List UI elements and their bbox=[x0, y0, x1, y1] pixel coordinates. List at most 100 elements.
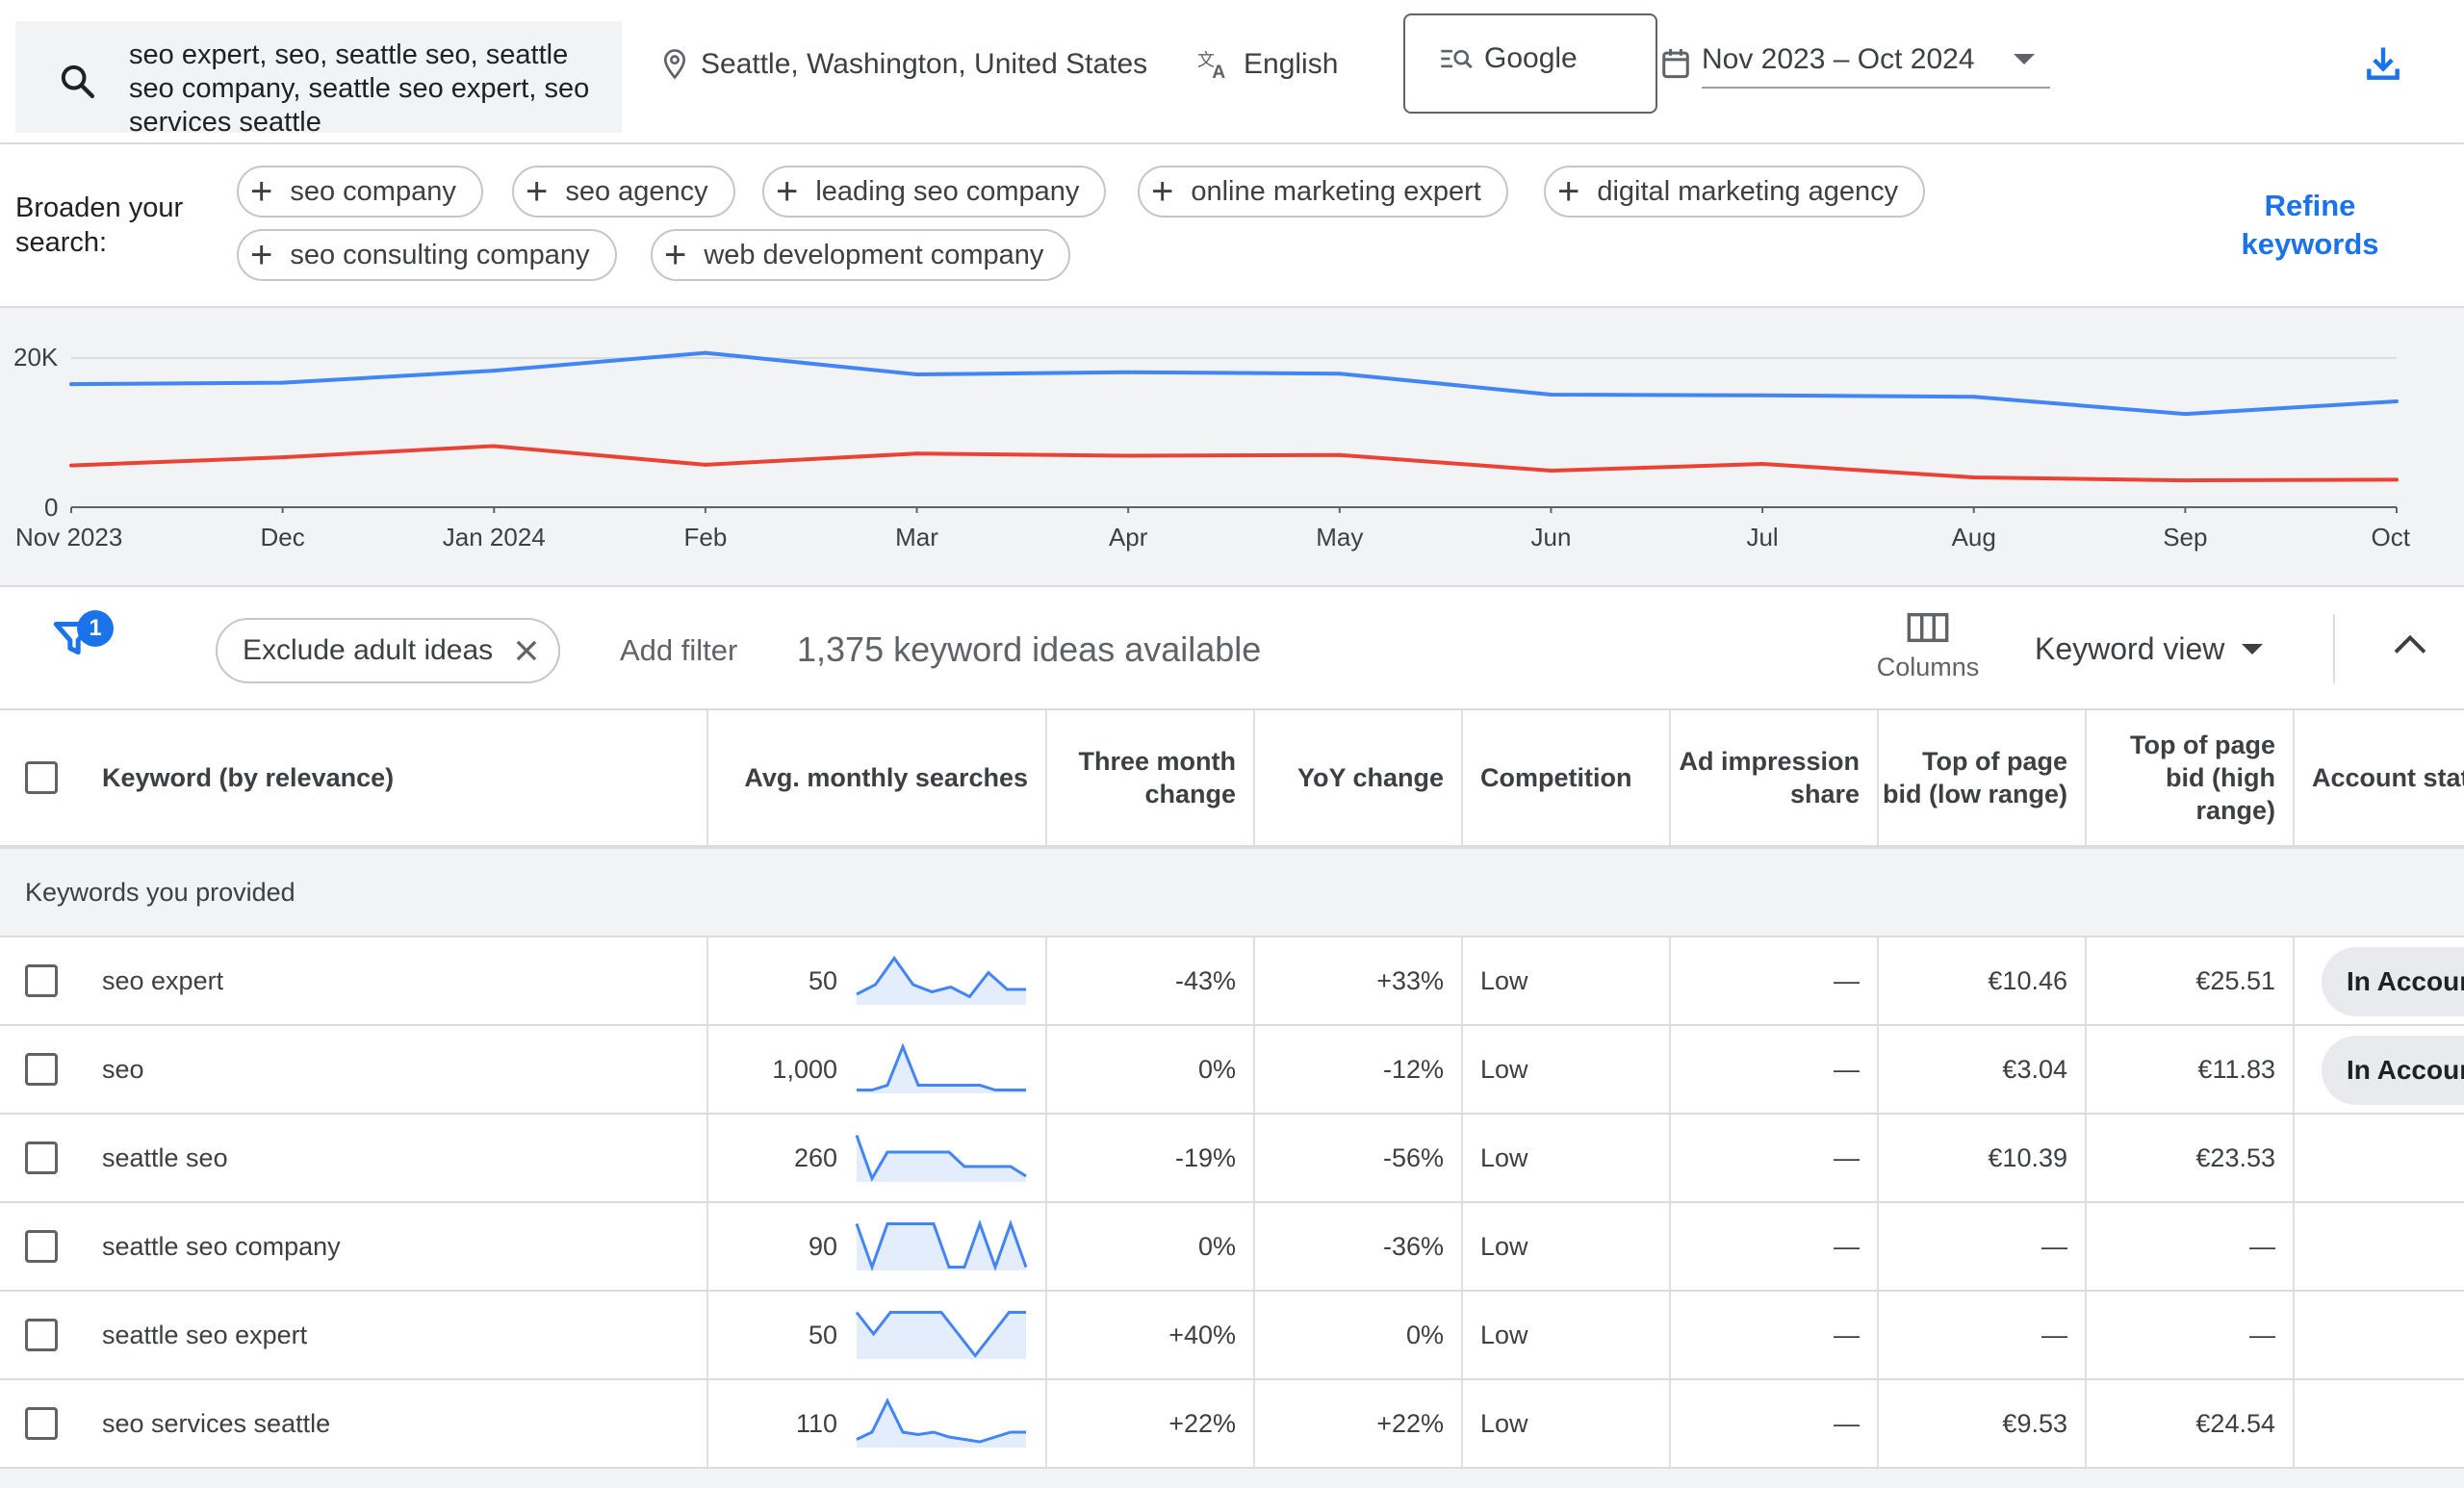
series-point[interactable] bbox=[2395, 398, 2399, 403]
header-bid-high[interactable]: Top of page bid (high range) bbox=[2087, 710, 2295, 845]
network-selector[interactable]: Google bbox=[1403, 13, 1657, 114]
series-point[interactable] bbox=[2183, 412, 2188, 417]
series-point[interactable] bbox=[492, 444, 497, 449]
keyword-text: seo services seattle bbox=[102, 1408, 331, 1438]
series-line-red[interactable] bbox=[70, 444, 2398, 483]
series-point[interactable] bbox=[69, 463, 73, 468]
series-point[interactable] bbox=[2395, 477, 2399, 482]
header-bid-low[interactable]: Top of page bid (low range) bbox=[1879, 710, 2087, 845]
trend-sparkline[interactable] bbox=[855, 1307, 1028, 1361]
chip-seo-agency[interactable]: + seo agency bbox=[512, 166, 735, 218]
exclude-adult-ideas-chip[interactable]: Exclude adult ideas bbox=[216, 618, 561, 683]
series-line-blue[interactable] bbox=[70, 350, 2398, 417]
row-checkbox[interactable] bbox=[25, 1053, 58, 1086]
row-checkbox[interactable] bbox=[25, 1230, 58, 1263]
series-point[interactable] bbox=[2183, 478, 2188, 483]
header-ad-impression-share[interactable]: Ad impression share bbox=[1671, 710, 1879, 845]
chip-digital-marketing-agency[interactable]: + digital marketing agency bbox=[1544, 166, 1926, 218]
series-point[interactable] bbox=[1760, 393, 1765, 398]
table-row[interactable]: seattle seo 260 -19% -56% Low — €10.39 €23.53 bbox=[0, 1115, 2464, 1203]
account-status-chip[interactable]: In Accour bbox=[2322, 947, 2464, 1016]
series-point[interactable] bbox=[1971, 395, 1976, 399]
series-point[interactable] bbox=[280, 455, 285, 460]
series-point[interactable] bbox=[703, 462, 707, 467]
chevron-up-icon[interactable] bbox=[2393, 633, 2427, 656]
header-avg-monthly-searches[interactable]: Avg. monthly searches bbox=[708, 710, 1047, 845]
series-point[interactable] bbox=[1126, 453, 1131, 458]
chip-leading-seo-company[interactable]: + leading seo company bbox=[762, 166, 1107, 218]
add-filter-button[interactable]: Add filter bbox=[620, 633, 738, 667]
sparkline-line bbox=[855, 1134, 1027, 1183]
series-point[interactable] bbox=[1760, 462, 1765, 467]
series-point[interactable] bbox=[1337, 372, 1342, 376]
refine-keywords-button[interactable]: Refine keywords bbox=[2241, 189, 2379, 261]
sparkline-line bbox=[857, 1042, 1026, 1091]
table-row[interactable]: seattle seo expert 50 +40% 0% Low — — — bbox=[0, 1292, 2464, 1380]
ad-impression-share-cell: — bbox=[1671, 1115, 1879, 1201]
account-status-chip[interactable]: In Accour bbox=[2322, 1036, 2464, 1105]
series-point[interactable] bbox=[1337, 452, 1342, 457]
plus-icon: + bbox=[1151, 170, 1174, 213]
table-header-row: Keyword (by relevance) Avg. monthly sear… bbox=[0, 708, 2464, 849]
series-point[interactable] bbox=[280, 380, 285, 385]
row-checkbox[interactable] bbox=[25, 1407, 58, 1440]
series-point[interactable] bbox=[1549, 392, 1553, 397]
download-icon[interactable] bbox=[2362, 42, 2404, 85]
row-checkbox[interactable] bbox=[25, 1319, 58, 1351]
competition-cell: Low bbox=[1463, 1203, 1671, 1290]
row-checkbox[interactable] bbox=[25, 1142, 58, 1174]
series-point[interactable] bbox=[1126, 370, 1131, 374]
trend-sparkline[interactable] bbox=[855, 1219, 1028, 1272]
x-tick-label: Dec bbox=[261, 523, 305, 552]
calendar-icon bbox=[1661, 47, 1690, 80]
x-tick-label: May bbox=[1316, 523, 1363, 552]
chip-online-marketing-expert[interactable]: + online marketing expert bbox=[1138, 166, 1508, 218]
dropdown-arrow-icon bbox=[2242, 644, 2264, 654]
header-three-month-change[interactable]: Three month change bbox=[1047, 710, 1255, 845]
chip-seo-company[interactable]: + seo company bbox=[237, 166, 483, 218]
row-checkbox[interactable] bbox=[25, 964, 58, 997]
yoy-change-cell: 0% bbox=[1255, 1292, 1463, 1378]
header-yoy-change[interactable]: YoY change bbox=[1255, 710, 1463, 845]
series-point[interactable] bbox=[492, 369, 497, 373]
table-footer-strip bbox=[0, 1469, 2464, 1488]
series-point[interactable] bbox=[914, 372, 919, 377]
avg-monthly-searches-cell: 50 bbox=[708, 1292, 1047, 1378]
keyword-text: seattle seo bbox=[102, 1142, 228, 1172]
keyword-search-box[interactable]: seo expert, seo, seattle seo, seattle se… bbox=[15, 21, 622, 138]
series-point[interactable] bbox=[69, 382, 73, 387]
x-tick-label: Feb bbox=[684, 523, 728, 552]
series-point[interactable] bbox=[1549, 469, 1553, 474]
search-keywords-text[interactable]: seo expert, seo, seattle seo, seattle se… bbox=[129, 39, 590, 138]
table-row[interactable]: seo 1,000 0% -12% Low — €3.04 €11.83 In Accour bbox=[0, 1026, 2464, 1115]
chip-web-development-company[interactable]: + web development company bbox=[651, 229, 1071, 281]
network-label: Google bbox=[1484, 42, 1578, 74]
table-row[interactable]: seo services seattle 110 +22% +22% Low — €9.53… bbox=[0, 1380, 2464, 1469]
date-range-selector[interactable]: Nov 2023 – Oct 2024 bbox=[1661, 38, 2050, 89]
header-account-status[interactable]: Account stat bbox=[2312, 763, 2464, 792]
x-tick-label: Nov 2023 bbox=[15, 523, 122, 552]
date-range-field[interactable]: Nov 2023 – Oct 2024 bbox=[1702, 38, 2050, 89]
trend-sparkline[interactable] bbox=[855, 1041, 1028, 1095]
avg-monthly-searches-cell: 110 bbox=[708, 1380, 1047, 1467]
columns-button[interactable]: Columns bbox=[1875, 612, 1981, 682]
series-point[interactable] bbox=[1971, 475, 1976, 479]
ad-impression-share-cell: — bbox=[1671, 1026, 1879, 1113]
select-all-checkbox[interactable] bbox=[25, 761, 58, 794]
keyword-view-dropdown[interactable]: Keyword view bbox=[2035, 631, 2264, 667]
header-keyword[interactable]: Keyword (by relevance) bbox=[102, 763, 395, 792]
table-row[interactable]: seattle seo company 90 0% -36% Low — — — bbox=[0, 1203, 2464, 1292]
series-point[interactable] bbox=[703, 350, 707, 355]
sparkline-line bbox=[855, 1219, 1028, 1271]
header-competition[interactable]: Competition bbox=[1463, 710, 1671, 845]
chip-seo-consulting-company[interactable]: + seo consulting company bbox=[237, 229, 617, 281]
trend-sparkline[interactable] bbox=[855, 1130, 1028, 1184]
y-tick-label: 0 bbox=[44, 493, 58, 522]
trend-sparkline[interactable] bbox=[855, 953, 1028, 1007]
trend-sparkline[interactable] bbox=[855, 1396, 1028, 1450]
series-point[interactable] bbox=[914, 451, 919, 456]
close-icon[interactable] bbox=[514, 638, 539, 663]
location-selector[interactable]: Seattle, Washington, United States bbox=[660, 42, 1147, 87]
table-row[interactable]: seo expert 50 -43% +33% Low — €10.46 €25.51 In A… bbox=[0, 937, 2464, 1026]
